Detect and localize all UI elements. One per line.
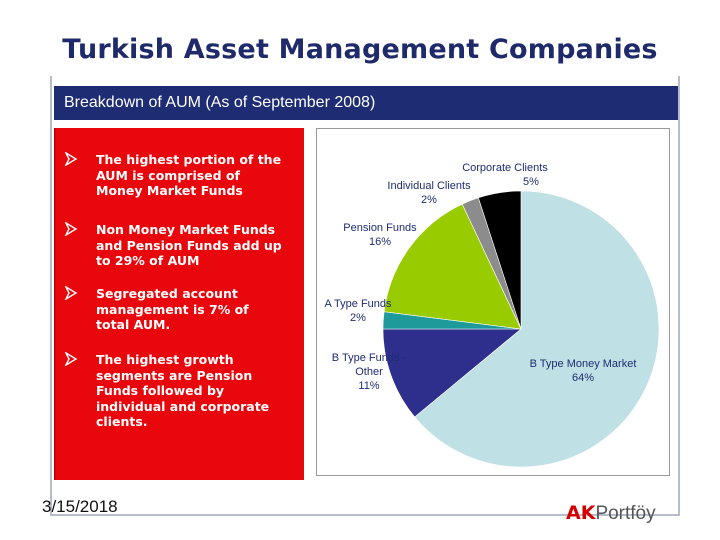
- pie-chart-svg: [382, 190, 660, 468]
- bullet-text: Non Money Market Funds and Pension Funds …: [96, 222, 282, 268]
- subtitle-banner: Breakdown of AUM (As of September 2008): [54, 86, 678, 120]
- bullet-text: Segregated account management is 7% of tot…: [96, 286, 249, 332]
- slide-date: 3/15/2018: [42, 497, 118, 516]
- key-points-panel: The highest portion of the AUM is compris…: [54, 128, 304, 480]
- arrow-bullet-icon: [64, 152, 78, 166]
- slice-label-pension-funds: Pension Funds 16%: [343, 222, 417, 248]
- arrow-bullet-icon: [64, 286, 78, 300]
- slice-label-a-type-funds: A Type Funds 2%: [324, 298, 392, 324]
- slice-label-b-type-other: B Type Funds - Other 11%: [331, 352, 407, 392]
- frame-left-border: [50, 76, 52, 516]
- pie-slice-corporate-clients: [477, 190, 522, 330]
- pie-slice-pension-funds: [383, 203, 522, 330]
- bullet-text: The highest portion of the AUM is compris…: [96, 152, 282, 198]
- slice-label-b-type-money-market: B Type Money Market 64%: [529, 358, 637, 384]
- frame-right-border: [678, 76, 680, 516]
- pie-slice-b-type-funds-other: [382, 328, 522, 418]
- slice-label-individual-clients: Individual Clients 2%: [387, 180, 471, 206]
- aum-pie-chart: Corporate Clients 5% Individual Clients …: [316, 128, 670, 476]
- pie-slice-b-type-money-market: [414, 190, 660, 468]
- akportfoy-logo: AKPortföy: [566, 502, 656, 524]
- slice-label-corporate-clients: Corporate Clients 5%: [462, 162, 548, 188]
- arrow-bullet-icon: [64, 222, 78, 236]
- arrow-bullet-icon: [64, 352, 78, 366]
- bullet-text: The highest growth segments are Pension Fu…: [96, 352, 270, 429]
- banner-text: Breakdown of AUM (As of September 2008): [64, 94, 376, 111]
- frame-bottom-border: [50, 514, 680, 516]
- page-title: Turkish Asset Management Companies: [62, 34, 658, 65]
